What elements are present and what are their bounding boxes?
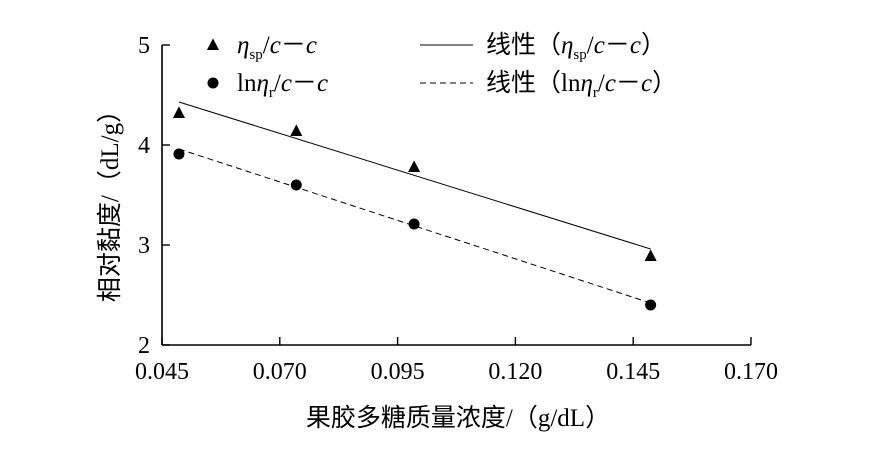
y-tick-label: 3 — [138, 233, 150, 259]
legend-label-etasp: ηsp/c－c — [237, 32, 317, 63]
triangle-point — [408, 160, 421, 172]
legend: ηsp/c－c lnηr/c－c 线性（ηsp/c－c） 线性（lnηr/c－c） — [206, 31, 677, 101]
legend-circle-marker — [207, 77, 219, 89]
circle-point — [408, 218, 420, 230]
x-tick-label: 0.095 — [371, 359, 425, 385]
fit-line-solid — [178, 101, 651, 250]
legend-label-ln-etar: lnηr/c－c — [237, 70, 328, 101]
data-points — [172, 106, 657, 311]
triangle-point — [172, 106, 186, 118]
x-tick-label: 0.045 — [135, 359, 189, 385]
x-axis-ticks: 0.045 0.070 0.095 0.120 0.145 0.170 — [135, 337, 778, 385]
legend-label-linear-ln-etar: 线性（lnηr/c－c） — [486, 69, 677, 101]
x-tick-label: 0.170 — [724, 359, 778, 385]
x-tick-label: 0.070 — [253, 359, 307, 385]
circle-point — [290, 179, 302, 191]
y-tick-label: 5 — [138, 33, 150, 59]
legend-triangle-marker — [206, 38, 220, 50]
circle-point — [645, 299, 657, 311]
triangle-point — [290, 124, 303, 136]
fit-lines — [178, 101, 651, 304]
y-axis-title: 相对黏度/（dL/g） — [96, 98, 124, 302]
axes — [161, 45, 751, 346]
x-tick-label: 0.120 — [488, 359, 542, 385]
y-tick-label: 2 — [138, 333, 150, 359]
triangle-point — [644, 249, 657, 261]
circle-point — [173, 148, 185, 160]
x-tick-label: 0.145 — [606, 359, 660, 385]
legend-label-linear-etasp: 线性（ηsp/c－c） — [486, 31, 666, 63]
fit-line-dashed — [178, 148, 651, 304]
y-axis-ticks: 2 3 4 5 — [138, 33, 170, 359]
x-axis-title: 果胶多糖质量浓度/（g/dL） — [306, 404, 610, 432]
y-tick-label: 4 — [138, 133, 150, 159]
